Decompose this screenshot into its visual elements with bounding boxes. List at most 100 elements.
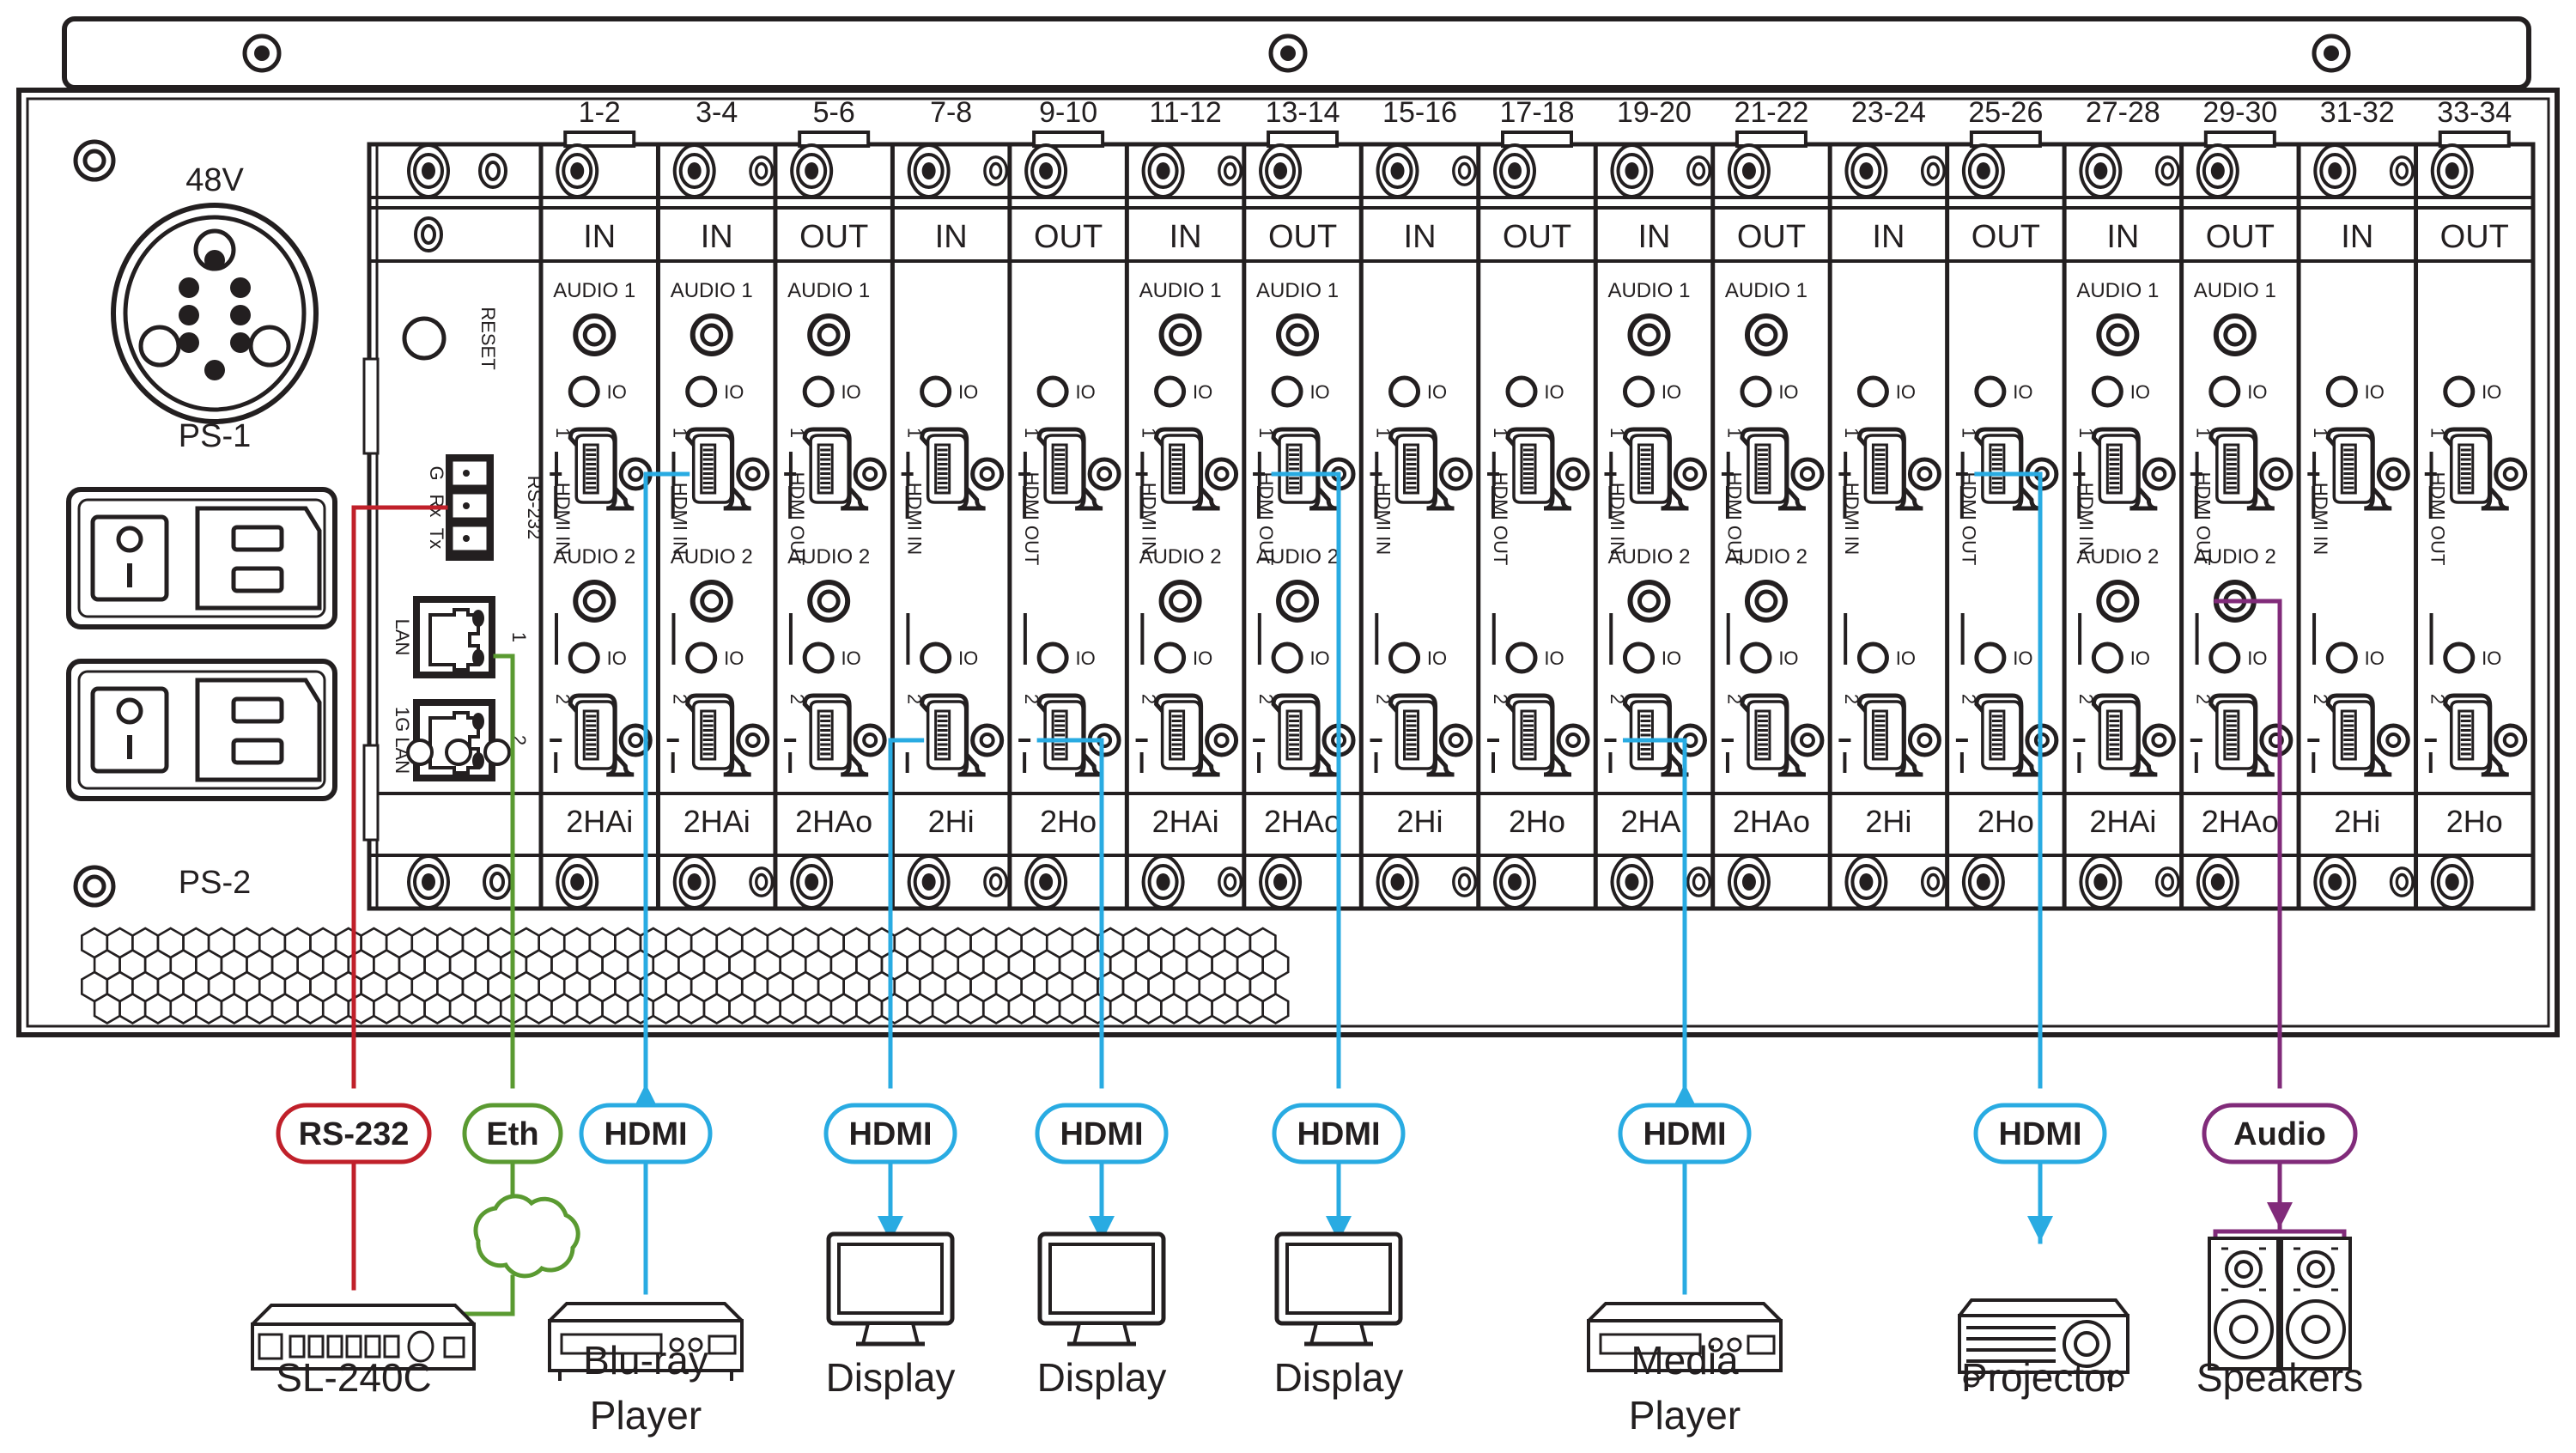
audio-jack[interactable] bbox=[807, 313, 851, 356]
audio-jack[interactable] bbox=[690, 580, 733, 623]
audio-jack[interactable] bbox=[573, 313, 617, 356]
thumbscrew-icon bbox=[556, 143, 599, 199]
audio-jack[interactable] bbox=[690, 313, 733, 356]
hdmi-connector[interactable] bbox=[568, 427, 635, 511]
lan-port-1[interactable] bbox=[413, 596, 495, 678]
hdmi-connector[interactable] bbox=[1036, 427, 1103, 511]
hdmi-connector[interactable] bbox=[1740, 427, 1807, 511]
thumbscrew-icon bbox=[1493, 854, 1536, 910]
panel-screw bbox=[414, 216, 443, 252]
card-slot[interactable]: OUT 2HAo AUDIO 1 IO AUDIO 2 IO HDMI OUT 1 2 bbox=[1242, 131, 1356, 910]
hdmi-connector[interactable] bbox=[1974, 427, 2041, 511]
hdmi-connector[interactable] bbox=[1271, 427, 1338, 511]
hdmi-connector[interactable] bbox=[1974, 693, 2041, 777]
hdmi-connector[interactable] bbox=[568, 693, 635, 777]
hdmi-connector[interactable] bbox=[1388, 427, 1455, 511]
card-slot[interactable]: OUT 2HAo AUDIO 1 IO AUDIO 2 IO HDMI OUT 1 2 bbox=[2179, 131, 2293, 910]
hdmi-connector[interactable] bbox=[685, 427, 751, 511]
hdmi-connector[interactable] bbox=[2208, 693, 2275, 777]
hdmi-conn-1-number: 1 bbox=[552, 428, 574, 438]
hdmi-connector[interactable] bbox=[2443, 693, 2509, 777]
hdmi-connector[interactable] bbox=[1388, 693, 1455, 777]
card-slot[interactable]: IN 2HAi AUDIO 1 IO AUDIO 2 IO HDMI IN 1 2 bbox=[2062, 143, 2180, 910]
audio-jack[interactable] bbox=[2096, 313, 2140, 356]
cable-hdmi-0 bbox=[643, 471, 690, 1089]
slot-direction-label: OUT bbox=[1268, 219, 1337, 255]
card-slot[interactable]: OUT 2HAo AUDIO 1 IO AUDIO 2 IO HDMI OUT 1 2 bbox=[773, 131, 887, 910]
bubble-label: HDMI bbox=[1998, 1116, 2081, 1152]
connector-screw-ring bbox=[1907, 457, 1941, 491]
card-slot[interactable]: IN 2HAi AUDIO 1 IO AUDIO 2 IO HDMI IN 1 2 bbox=[1124, 143, 1243, 910]
slot-port-label: 15-16 bbox=[1382, 96, 1457, 129]
card-slot[interactable]: OUT 2Ho IO IO HDMI OUT 1 2 bbox=[1476, 131, 1590, 910]
bubble-label: HDMI bbox=[1060, 1116, 1143, 1152]
audio-jack[interactable] bbox=[2096, 580, 2140, 623]
audio-jack[interactable] bbox=[1627, 580, 1671, 623]
hdmi-connector[interactable] bbox=[1505, 427, 1572, 511]
card-slot[interactable]: IN 2Hi IO IO HDMI IN 1 2 bbox=[1358, 143, 1477, 910]
card-slot[interactable]: IN 2HAi AUDIO 1 IO AUDIO 2 IO HDMI IN 1 2 bbox=[655, 143, 775, 910]
hdmi-connector[interactable] bbox=[920, 427, 986, 511]
hdmi-conn-1-number: 1 bbox=[1021, 428, 1042, 438]
panel-screw bbox=[983, 155, 1009, 186]
hdmi-connector[interactable] bbox=[1271, 693, 1338, 777]
hdmi-out-label: HDMI OUT bbox=[1959, 472, 1980, 566]
card-slot[interactable]: OUT 2Ho IO IO HDMI OUT 1 2 bbox=[1007, 131, 1121, 910]
io-led-1 bbox=[568, 375, 600, 408]
hdmi-out-label: HDMI OUT bbox=[1255, 472, 1277, 566]
audio-jack[interactable] bbox=[1276, 580, 1320, 623]
card-slot[interactable]: IN 2Hi IO IO HDMI IN 1 2 bbox=[1827, 143, 1946, 910]
hdmi-connector[interactable] bbox=[685, 693, 751, 777]
hdmi-conn-1-number: 1 bbox=[1372, 428, 1394, 438]
cable-type-bubble: RS-232 bbox=[276, 1103, 432, 1164]
audio-jack[interactable] bbox=[2213, 313, 2257, 356]
panel-screw bbox=[1218, 155, 1243, 186]
card-slot[interactable]: IN 2Hi IO IO HDMI IN 1 2 bbox=[890, 143, 1009, 910]
audio-jack[interactable] bbox=[1744, 580, 1788, 623]
hdmi-connector[interactable] bbox=[2443, 427, 2509, 511]
hdmi-connector[interactable] bbox=[1740, 693, 1807, 777]
audio-jack[interactable] bbox=[1158, 580, 1202, 623]
reset-button[interactable] bbox=[402, 316, 447, 361]
slot-type-label: 2Hi bbox=[2334, 804, 2380, 839]
hdmi-connector[interactable] bbox=[802, 693, 869, 777]
hdmi-connector[interactable] bbox=[2208, 427, 2275, 511]
thumbscrew-icon bbox=[1259, 143, 1303, 199]
hdmi-connector[interactable] bbox=[2091, 427, 2158, 511]
hdmi-connector[interactable] bbox=[1856, 427, 1923, 511]
hdmi-connector[interactable] bbox=[2325, 427, 2392, 511]
hdmi-connector[interactable] bbox=[1154, 693, 1220, 777]
hdmi-connector[interactable] bbox=[1622, 427, 1689, 511]
hdmi-connector[interactable] bbox=[2091, 693, 2158, 777]
cage-rail-clip bbox=[362, 357, 380, 455]
card-slot[interactable]: OUT 2Ho IO IO HDMI OUT 1 2 bbox=[2414, 131, 2528, 910]
card-slot[interactable]: IN 2Hi IO IO HDMI IN 1 2 bbox=[2296, 143, 2415, 910]
bubble-label: HDMI bbox=[1643, 1116, 1726, 1152]
audio-jack[interactable] bbox=[1158, 313, 1202, 356]
slot-direction-label: IN bbox=[2341, 219, 2373, 255]
cable-hdmi-5 bbox=[1974, 471, 2043, 1089]
audio-jack[interactable] bbox=[1627, 313, 1671, 356]
audio-jack[interactable] bbox=[1276, 313, 1320, 356]
hdmi-in-label: HDMI IN bbox=[1607, 483, 1628, 555]
hdmi-connector[interactable] bbox=[1505, 693, 1572, 777]
card-slot[interactable]: OUT 2HAo AUDIO 1 IO AUDIO 2 IO HDMI OUT 1 2 bbox=[1710, 131, 1825, 910]
audio-jack[interactable] bbox=[573, 580, 617, 623]
audio-jack[interactable] bbox=[1744, 313, 1788, 356]
hdmi-connector[interactable] bbox=[802, 427, 869, 511]
io-led-2 bbox=[1622, 641, 1655, 674]
display-icon bbox=[1274, 1231, 1403, 1347]
hdmi-connector[interactable] bbox=[1036, 693, 1103, 777]
cable-rs232 bbox=[351, 505, 448, 1089]
hdmi-conn-2-number: 2 bbox=[787, 694, 808, 704]
card-slot[interactable]: IN 2HAi AUDIO 1 IO AUDIO 2 IO HDMI IN 1 2 bbox=[550, 131, 653, 910]
hdmi-connector[interactable] bbox=[1856, 693, 1923, 777]
hdmi-connector[interactable] bbox=[2325, 693, 2392, 777]
hdmi-connector[interactable] bbox=[1622, 693, 1689, 777]
hdmi-connector[interactable] bbox=[920, 693, 986, 777]
hdmi-connector[interactable] bbox=[1154, 427, 1220, 511]
audio-jack[interactable] bbox=[807, 580, 851, 623]
connector-screw-ring bbox=[2259, 457, 2293, 491]
